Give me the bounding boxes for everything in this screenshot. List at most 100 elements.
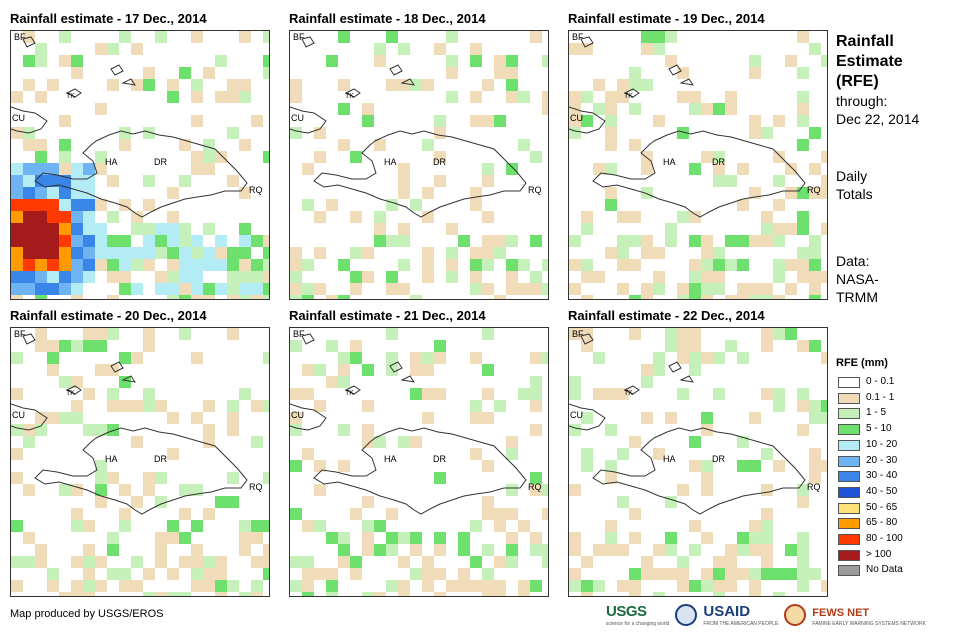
rainfall-cell (227, 400, 239, 412)
rainfall-cell (542, 556, 548, 568)
rainfall-cell (821, 151, 827, 163)
rainfall-cell (518, 91, 530, 103)
island-outline (668, 64, 682, 76)
rainfall-cell (71, 376, 83, 388)
map-label-tk: TK (66, 390, 75, 397)
rainfall-cell (470, 412, 482, 424)
rainfall-cell (821, 400, 827, 412)
rainfall-cell (482, 328, 494, 340)
rainfall-cell (35, 175, 47, 187)
rainfall-cell (569, 91, 581, 103)
rainfall-cell (773, 568, 785, 580)
rainfall-cell (482, 568, 494, 580)
rainfall-cell (386, 271, 398, 283)
rainfall-cell (35, 139, 47, 151)
map-label-bf: BF (572, 329, 584, 339)
panel-title-1: Rainfall estimate - 17 Dec., 2014 (10, 11, 207, 26)
rainfall-cell (203, 295, 215, 299)
rainfall-cell (725, 235, 737, 247)
rainfall-cell (203, 67, 215, 79)
rainfall-cell (350, 340, 362, 352)
rainfall-cell (302, 163, 314, 175)
rainfall-cell (506, 532, 518, 544)
rainfall-cell (773, 115, 785, 127)
rainfall-cell (23, 223, 35, 235)
rainfall-cell (470, 580, 482, 592)
rainfall-cell (191, 259, 203, 271)
rainfall-cell (701, 580, 713, 592)
map-label-bf: BF (293, 32, 305, 42)
rainfall-cell (314, 283, 326, 295)
rainfall-cell (605, 187, 617, 199)
rainfall-cell (350, 352, 362, 364)
rainfall-grid: BF CU HA DR RQ TK (290, 31, 548, 299)
rainfall-cell (713, 151, 725, 163)
rainfall-cell (785, 544, 797, 556)
rainfall-cell (482, 508, 494, 520)
rainfall-cell (59, 163, 71, 175)
rainfall-cell (749, 187, 761, 199)
rainfall-cell (374, 43, 386, 55)
rainfall-cell (302, 448, 314, 460)
legend-label: > 100 (866, 548, 892, 560)
rainfall-cell (797, 211, 809, 223)
rainfall-cell (422, 79, 434, 91)
rainfall-cell (35, 271, 47, 283)
rainfall-cell (143, 259, 155, 271)
rainfall-cell (470, 43, 482, 55)
rainfall-cell (761, 544, 773, 556)
rainfall-cell (398, 187, 410, 199)
rainfall-cell (203, 568, 215, 580)
rainfall-cell (629, 532, 641, 544)
island-outline (121, 78, 137, 86)
rainfall-cell (326, 199, 338, 211)
rainfall-cell (239, 520, 251, 532)
legend-label: 1 - 5 (866, 407, 887, 419)
rainfall-cell (653, 364, 665, 376)
legend-label: 5 - 10 (866, 423, 892, 435)
rainfall-cell (797, 496, 809, 508)
rainfall-cell (227, 328, 239, 340)
rainfall-cell (725, 103, 737, 115)
rainfall-cell (530, 544, 542, 556)
rainfall-cell (263, 544, 269, 556)
rainfall-cell (251, 532, 263, 544)
rainfall-cell (641, 247, 653, 259)
rainfall-cell (386, 31, 398, 43)
rainfall-cell (641, 376, 653, 388)
rainfall-cell (290, 460, 302, 472)
rainfall-cell (773, 151, 785, 163)
rainfall-cell (749, 235, 761, 247)
rainfall-cell (107, 364, 119, 376)
rainfall-cell (605, 544, 617, 556)
rainfall-cell (59, 340, 71, 352)
legend-label: 30 - 40 (866, 470, 898, 482)
rainfall-cell (215, 55, 227, 67)
rainfall-cell (689, 364, 701, 376)
rainfall-cell (749, 283, 761, 295)
rainfall-cell (446, 55, 458, 67)
rainfall-cell (227, 79, 239, 91)
rainfall-cell (35, 199, 47, 211)
rainfall-cell (809, 448, 821, 460)
rainfall-cell (641, 556, 653, 568)
rainfall-cell (143, 67, 155, 79)
rainfall-cell (47, 223, 59, 235)
rainfall-cell (191, 352, 203, 364)
rainfall-cell (494, 67, 506, 79)
rainfall-cell (239, 295, 251, 299)
rainfall-cell (59, 223, 71, 235)
rainfall-cell (725, 556, 737, 568)
map-label-rq: RQ (807, 185, 821, 195)
rainfall-cell (410, 388, 422, 400)
rainfall-cell (470, 115, 482, 127)
rainfall-cell (410, 364, 422, 376)
rainfall-cell (119, 139, 131, 151)
rainfall-cell (11, 175, 23, 187)
rainfall-cell (326, 295, 338, 299)
rainfall-cell (422, 352, 434, 364)
rainfall-cell (749, 580, 761, 592)
rainfall-cell (107, 247, 119, 259)
usgs-logo: USGS science for a changing world (606, 603, 669, 627)
rainfall-cell (482, 496, 494, 508)
